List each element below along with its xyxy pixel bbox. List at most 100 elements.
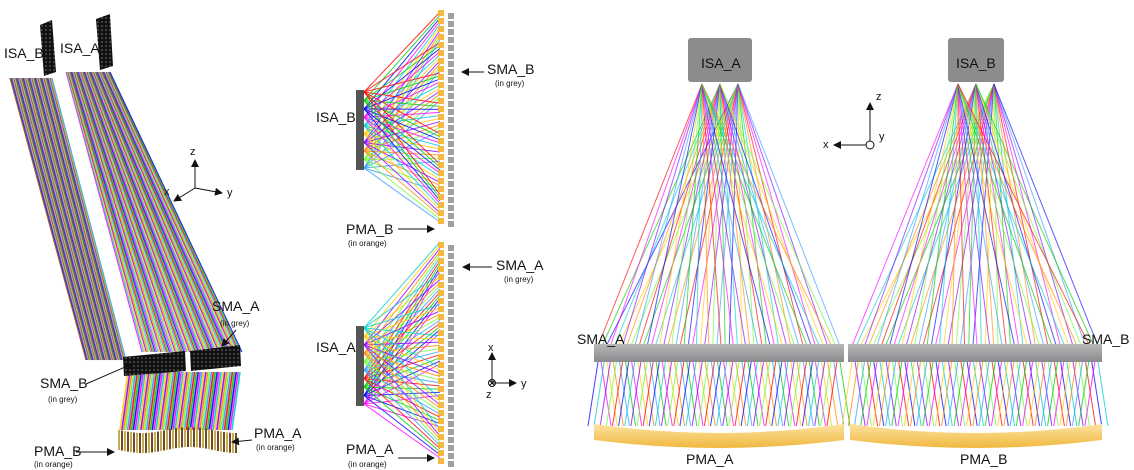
label-mid-pma-b: PMA_B: [346, 221, 393, 237]
sma-facet: [448, 253, 454, 259]
sma-facet: [448, 317, 454, 323]
pma-facet: [438, 394, 444, 400]
ray: [82, 71, 181, 353]
ray: [363, 291, 441, 379]
ray: [934, 361, 946, 427]
ray: [993, 83, 1061, 347]
ray: [172, 371, 182, 431]
ray: [667, 361, 679, 427]
label-mid-sma-b-note: (in grey): [495, 79, 525, 88]
ray: [947, 361, 959, 427]
ray: [176, 371, 186, 431]
pma-facet: [438, 90, 444, 96]
ray: [39, 77, 115, 361]
ray: [363, 72, 441, 93]
ray: [1097, 361, 1109, 427]
ray: [92, 71, 205, 353]
ray: [12, 77, 90, 361]
sma-facet: [448, 117, 454, 123]
right-panel-front-view: ISA_A ISA_B SMA_A SMA_B PMA_A PMA_B z x …: [577, 38, 1129, 467]
ray: [752, 361, 764, 427]
pma-stripe: [193, 427, 195, 448]
ray: [73, 71, 162, 353]
pma-facet: [438, 242, 444, 248]
ray: [612, 361, 624, 427]
ray: [667, 83, 739, 347]
ray: [975, 83, 995, 347]
ray: [939, 83, 959, 347]
ray: [654, 361, 666, 427]
pma-facet: [438, 122, 444, 128]
pma-facet: [438, 346, 444, 352]
ray: [599, 361, 611, 427]
ray: [922, 83, 995, 347]
ray: [826, 361, 838, 427]
ray: [363, 100, 441, 198]
ray: [930, 83, 977, 347]
ray: [81, 71, 179, 353]
isa-b-block: [356, 90, 364, 170]
ray: [901, 83, 959, 347]
ray: [96, 71, 213, 353]
sma-facet: [448, 165, 454, 171]
ray: [363, 108, 441, 171]
ray: [363, 276, 441, 337]
pma-facet: [438, 98, 444, 104]
ray: [164, 371, 175, 431]
ray: [839, 361, 851, 427]
ray: [101, 71, 226, 353]
ray: [968, 83, 977, 347]
pma-a-mirror: [594, 424, 844, 448]
ray: [634, 83, 703, 347]
right-axis-z-label: z: [876, 91, 882, 103]
ray: [202, 371, 213, 431]
pma-stripe: [181, 427, 183, 448]
sma-facet: [448, 141, 454, 147]
pma-stripe: [157, 431, 159, 452]
sma-facet: [448, 357, 454, 363]
ray: [363, 272, 441, 329]
ray: [605, 361, 617, 427]
ray: [363, 327, 441, 337]
sma-facet: [448, 405, 454, 411]
ray: [661, 361, 673, 427]
label-mid-pma-a: PMA_A: [346, 441, 394, 457]
ray: [104, 71, 231, 353]
pma-facet: [438, 322, 444, 328]
ray: [136, 371, 146, 431]
label-isa-a: ISA_A: [60, 40, 100, 56]
ray: [719, 83, 837, 347]
ray: [885, 361, 897, 427]
ray: [363, 266, 441, 396]
pma-facet: [438, 330, 444, 336]
ray: [71, 71, 158, 353]
ray: [363, 352, 441, 378]
sma-facet: [448, 197, 454, 203]
ray: [601, 83, 721, 347]
ray: [145, 371, 156, 431]
ray: [975, 83, 1045, 347]
sma-facet: [448, 445, 454, 451]
pma-facet: [438, 162, 444, 168]
ray: [777, 361, 789, 427]
pma-stripe: [121, 430, 123, 451]
ray: [132, 371, 143, 431]
sma-facet: [448, 269, 454, 275]
ray: [957, 83, 1053, 347]
ray: [737, 83, 829, 347]
pma-stripe: [133, 432, 135, 453]
pma-stripe: [172, 428, 174, 449]
ray: [363, 142, 441, 183]
ray: [737, 83, 767, 347]
sma-facet: [448, 341, 454, 347]
ray: [206, 371, 217, 431]
ray: [622, 83, 703, 347]
pma-facet: [438, 402, 444, 408]
sma-facet: [448, 301, 454, 307]
ray: [957, 83, 1016, 347]
ray: [103, 71, 229, 353]
ray: [212, 371, 222, 431]
pma-stripe: [178, 427, 180, 448]
ray: [975, 83, 1070, 347]
ray: [21, 77, 99, 361]
